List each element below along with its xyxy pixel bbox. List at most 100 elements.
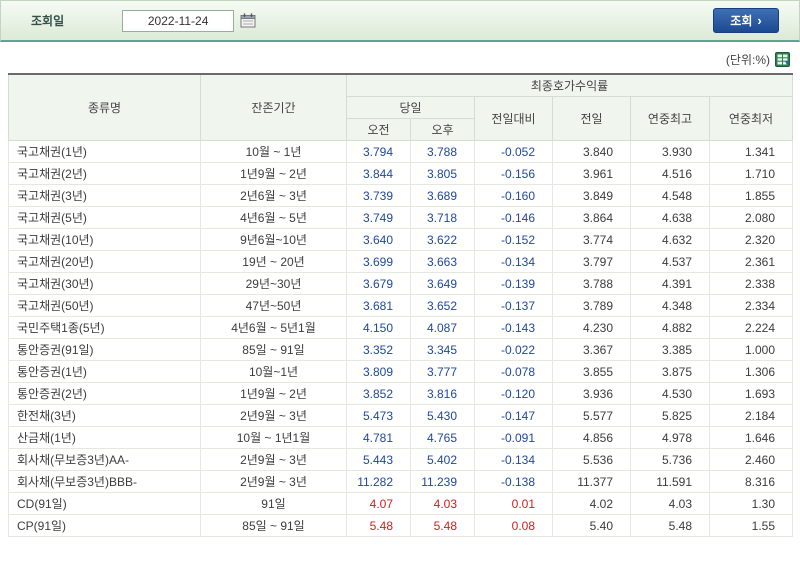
search-button[interactable]: 조회 › <box>713 8 779 33</box>
date-label: 조회일 <box>31 14 65 28</box>
cell-prev: 3.936 <box>552 382 631 405</box>
cell-am: 3.749 <box>346 206 411 229</box>
cell-high: 4.03 <box>630 492 710 515</box>
cell-change: -0.152 <box>474 228 553 251</box>
cell-change: -0.134 <box>474 250 553 273</box>
cell-low: 1.55 <box>708 514 794 537</box>
cell-type: 국고채권(1년) <box>8 140 201 163</box>
calendar-icon[interactable] <box>240 13 256 28</box>
table-row: CD(91일) 91일 4.07 4.03 0.01 4.02 4.03 1.30 <box>8 492 794 515</box>
cell-prev: 4.856 <box>552 426 631 449</box>
cell-period: 2년6월 ~ 3년 <box>200 184 347 207</box>
cell-period: 29년~30년 <box>200 272 347 295</box>
cell-pm: 5.402 <box>410 448 475 471</box>
cell-high: 5.736 <box>630 448 710 471</box>
cell-low: 2.224 <box>708 316 794 339</box>
cell-am: 11.282 <box>346 470 411 493</box>
cell-am: 3.809 <box>346 360 411 383</box>
cell-change: -0.022 <box>474 338 553 361</box>
cell-change: -0.091 <box>474 426 553 449</box>
cell-change: -0.156 <box>474 162 553 185</box>
cell-change: -0.120 <box>474 382 553 405</box>
cell-type: 국민주택1종(5년) <box>8 316 201 339</box>
header-year-high: 연중최고 <box>630 96 710 141</box>
table-row: CP(91일) 85일 ~ 91일 5.48 5.48 0.08 5.40 5.48 1.55 <box>8 514 794 537</box>
cell-pm: 3.649 <box>410 272 475 295</box>
cell-high: 4.882 <box>630 316 710 339</box>
table-row: 산금채(1년) 10월 ~ 1년1월 4.781 4.765 -0.091 4.856 4.… <box>8 426 794 449</box>
cell-am: 3.640 <box>346 228 411 251</box>
cell-low: 1.341 <box>708 140 794 163</box>
cell-period: 47년~50년 <box>200 294 347 317</box>
cell-type: 국고채권(3년) <box>8 184 201 207</box>
table-row: 한전채(3년) 2년9월 ~ 3년 5.473 5.430 -0.147 5.577 5.8… <box>8 404 794 427</box>
excel-download-icon[interactable] <box>775 52 790 67</box>
cell-low: 2.184 <box>708 404 794 427</box>
cell-change: -0.052 <box>474 140 553 163</box>
cell-change: -0.147 <box>474 404 553 427</box>
cell-am: 3.681 <box>346 294 411 317</box>
cell-period: 2년9월 ~ 3년 <box>200 404 347 427</box>
table-row: 국고채권(30년) 29년~30년 3.679 3.649 -0.139 3.788 4.3… <box>8 272 794 295</box>
cell-prev: 3.367 <box>552 338 631 361</box>
table-row: 회사채(무보증3년)BBB- 2년9월 ~ 3년 11.282 11.239 -0.13… <box>8 470 794 493</box>
date-input[interactable] <box>122 9 235 32</box>
cell-high: 4.530 <box>630 382 710 405</box>
cell-low: 2.361 <box>708 250 794 273</box>
cell-change: 0.08 <box>474 514 553 537</box>
cell-period: 10월 ~ 1년 <box>200 140 347 163</box>
cell-am: 5.443 <box>346 448 411 471</box>
cell-type: 국고채권(50년) <box>8 294 201 317</box>
header-today: 당일 <box>346 96 475 119</box>
cell-prev: 4.02 <box>552 492 631 515</box>
cell-high: 3.875 <box>630 360 710 383</box>
cell-low: 1.646 <box>708 426 794 449</box>
table-row: 국고채권(20년) 19년 ~ 20년 3.699 3.663 -0.134 3.797 4… <box>8 250 794 273</box>
unit-row: (단위:%) <box>0 42 800 73</box>
cell-pm: 3.777 <box>410 360 475 383</box>
cell-am: 3.352 <box>346 338 411 361</box>
cell-am: 3.739 <box>346 184 411 207</box>
cell-period: 2년9월 ~ 3년 <box>200 448 347 471</box>
cell-type: 산금채(1년) <box>8 426 201 449</box>
cell-prev: 3.797 <box>552 250 631 273</box>
cell-high: 4.548 <box>630 184 710 207</box>
cell-type: 통안증권(91일) <box>8 338 201 361</box>
cell-type: CP(91일) <box>8 514 201 537</box>
cell-period: 9년6월~10년 <box>200 228 347 251</box>
header-am: 오전 <box>346 118 411 141</box>
cell-change: -0.143 <box>474 316 553 339</box>
cell-pm: 3.788 <box>410 140 475 163</box>
cell-type: 국고채권(30년) <box>8 272 201 295</box>
cell-low: 1.855 <box>708 184 794 207</box>
cell-low: 1.30 <box>708 492 794 515</box>
cell-period: 1년9월 ~ 2년 <box>200 162 347 185</box>
cell-change: -0.160 <box>474 184 553 207</box>
cell-am: 3.852 <box>346 382 411 405</box>
cell-low: 8.316 <box>708 470 794 493</box>
cell-am: 5.473 <box>346 404 411 427</box>
cell-pm: 5.430 <box>410 404 475 427</box>
cell-prev: 3.849 <box>552 184 631 207</box>
table-row: 통안증권(91일) 85일 ~ 91일 3.352 3.345 -0.022 3.367 3… <box>8 338 794 361</box>
cell-prev: 5.40 <box>552 514 631 537</box>
header-year-low: 연중최저 <box>708 96 794 141</box>
table-row: 통안증권(1년) 10월~1년 3.809 3.777 -0.078 3.855 3.875… <box>8 360 794 383</box>
table-row: 국고채권(50년) 47년~50년 3.681 3.652 -0.137 3.789 4.3… <box>8 294 794 317</box>
cell-high: 5.48 <box>630 514 710 537</box>
cell-low: 1.306 <box>708 360 794 383</box>
cell-am: 3.844 <box>346 162 411 185</box>
cell-am: 3.794 <box>346 140 411 163</box>
cell-pm: 3.689 <box>410 184 475 207</box>
cell-pm: 11.239 <box>410 470 475 493</box>
cell-type: 한전채(3년) <box>8 404 201 427</box>
cell-high: 4.516 <box>630 162 710 185</box>
cell-period: 85일 ~ 91일 <box>200 338 347 361</box>
cell-high: 5.825 <box>630 404 710 427</box>
cell-am: 3.699 <box>346 250 411 273</box>
cell-pm: 5.48 <box>410 514 475 537</box>
cell-prev: 5.536 <box>552 448 631 471</box>
cell-low: 2.460 <box>708 448 794 471</box>
cell-change: -0.137 <box>474 294 553 317</box>
cell-period: 10월 ~ 1년1월 <box>200 426 347 449</box>
